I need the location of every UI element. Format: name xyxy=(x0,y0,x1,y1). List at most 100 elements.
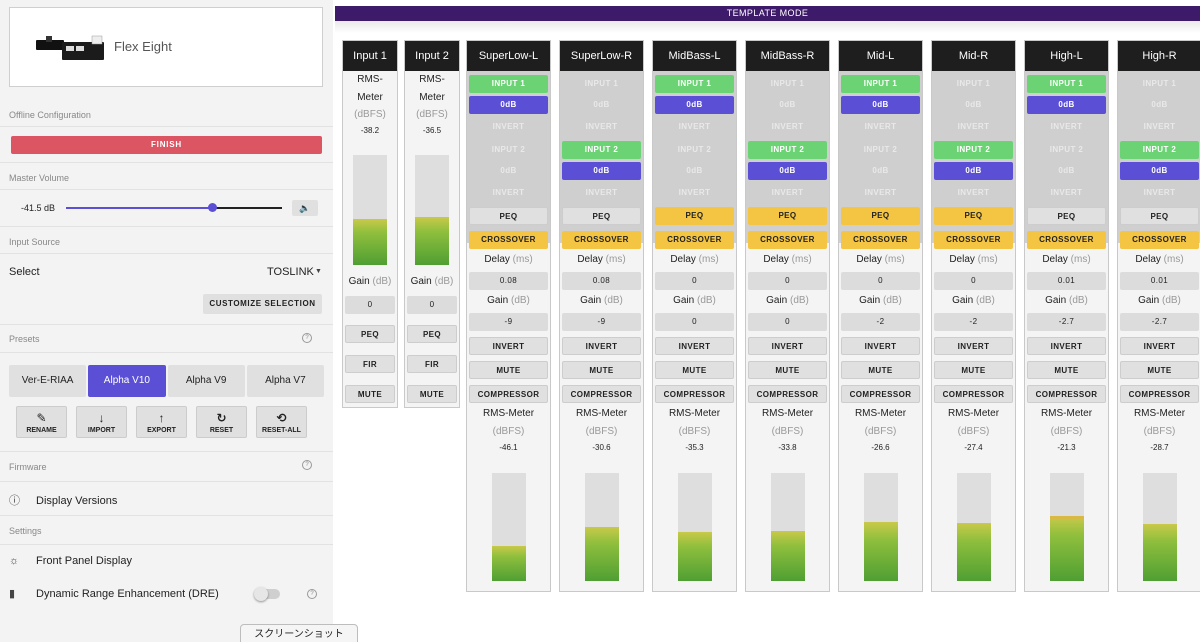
mute-button[interactable]: MUTE xyxy=(562,361,641,379)
invert-button[interactable]: INVERT xyxy=(1120,337,1199,355)
input-1-invert[interactable]: INVERT xyxy=(864,122,897,131)
dre-toggle-knob[interactable] xyxy=(254,587,268,601)
input-2-route[interactable]: INPUT 2 xyxy=(1049,145,1084,154)
preset-item[interactable]: Ver-E-RIAA xyxy=(9,365,87,397)
compressor-button[interactable]: COMPRESSOR xyxy=(469,385,548,403)
invert-button[interactable]: INVERT xyxy=(841,337,920,355)
input-1-invert[interactable]: INVERT xyxy=(492,122,525,131)
input-2-db[interactable]: 0dB xyxy=(872,166,889,175)
input-2-route[interactable]: INPUT 2 xyxy=(562,141,641,159)
invert-button[interactable]: INVERT xyxy=(934,337,1013,355)
input-1-invert[interactable]: INVERT xyxy=(771,122,804,131)
reset-button[interactable]: ↻ RESET xyxy=(196,406,247,438)
input-1-route[interactable]: INPUT 1 xyxy=(655,75,734,93)
peq-button[interactable]: PEQ xyxy=(841,207,920,225)
gain-value[interactable]: -2.7 xyxy=(1027,313,1106,331)
input-1-db[interactable]: 0dB xyxy=(1027,96,1106,114)
peq-button[interactable]: PEQ xyxy=(345,325,395,343)
mute-button[interactable]: MUTE xyxy=(655,361,734,379)
input-2-invert[interactable]: INVERT xyxy=(1143,188,1176,197)
input-1-db[interactable]: 0dB xyxy=(655,96,734,114)
export-button[interactable]: ↑ EXPORT xyxy=(136,406,187,438)
compressor-button[interactable]: COMPRESSOR xyxy=(934,385,1013,403)
input-2-invert[interactable]: INVERT xyxy=(1050,188,1083,197)
crossover-button[interactable]: CROSSOVER xyxy=(1120,231,1199,249)
crossover-button[interactable]: CROSSOVER xyxy=(1027,231,1106,249)
crossover-button[interactable]: CROSSOVER xyxy=(841,231,920,249)
reset-all-button[interactable]: ⟲ RESET-ALL xyxy=(256,406,307,438)
gain-value[interactable]: -2 xyxy=(841,313,920,331)
input-2-route[interactable]: INPUT 2 xyxy=(491,145,526,154)
delay-value[interactable]: 0.01 xyxy=(1120,272,1199,290)
help-icon[interactable]: ? xyxy=(302,460,312,470)
input-1-db[interactable]: 0dB xyxy=(1151,100,1168,109)
peq-button[interactable]: PEQ xyxy=(407,325,457,343)
input-2-db[interactable]: 0dB xyxy=(562,162,641,180)
mute-button[interactable]: MUTE xyxy=(469,361,548,379)
help-icon[interactable]: ? xyxy=(302,333,312,343)
compressor-button[interactable]: COMPRESSOR xyxy=(841,385,920,403)
peq-button[interactable]: PEQ xyxy=(1027,207,1106,225)
input-2-invert[interactable]: INVERT xyxy=(585,188,618,197)
input-1-db[interactable]: 0dB xyxy=(593,100,610,109)
input-2-route[interactable]: INPUT 2 xyxy=(934,141,1013,159)
input-1-invert[interactable]: INVERT xyxy=(1143,122,1176,131)
input-1-db[interactable]: 0dB xyxy=(965,100,982,109)
mute-button[interactable]: MUTE xyxy=(841,361,920,379)
crossover-button[interactable]: CROSSOVER xyxy=(748,231,827,249)
compressor-button[interactable]: COMPRESSOR xyxy=(655,385,734,403)
gain-value[interactable]: 0 xyxy=(655,313,734,331)
invert-button[interactable]: INVERT xyxy=(748,337,827,355)
front-panel-display-row[interactable]: ☼ Front Panel Display xyxy=(9,555,132,567)
input-2-route[interactable]: INPUT 2 xyxy=(677,145,712,154)
crossover-button[interactable]: CROSSOVER xyxy=(562,231,641,249)
preset-item[interactable]: Alpha V7 xyxy=(246,365,324,397)
customize-selection-button[interactable]: CUSTOMIZE SELECTION xyxy=(203,294,322,314)
input-1-db[interactable]: 0dB xyxy=(841,96,920,114)
input-2-db[interactable]: 0dB xyxy=(748,162,827,180)
compressor-button[interactable]: COMPRESSOR xyxy=(1027,385,1106,403)
input-1-route[interactable]: INPUT 1 xyxy=(770,79,805,88)
import-button[interactable]: ↓ IMPORT xyxy=(76,406,127,438)
peq-button[interactable]: PEQ xyxy=(1120,207,1199,225)
peq-button[interactable]: PEQ xyxy=(655,207,734,225)
peq-button[interactable]: PEQ xyxy=(748,207,827,225)
fir-button[interactable]: FIR xyxy=(345,355,395,373)
delay-value[interactable]: 0.08 xyxy=(562,272,641,290)
preset-item[interactable]: Alpha V9 xyxy=(167,365,245,397)
input-1-route[interactable]: INPUT 1 xyxy=(956,79,991,88)
input-2-invert[interactable]: INVERT xyxy=(771,188,804,197)
input-1-db[interactable]: 0dB xyxy=(469,96,548,114)
preset-item[interactable]: Alpha V10 xyxy=(88,365,166,397)
gain-value[interactable]: 0 xyxy=(345,296,395,314)
delay-value[interactable]: 0 xyxy=(934,272,1013,290)
compressor-button[interactable]: COMPRESSOR xyxy=(1120,385,1199,403)
input-2-invert[interactable]: INVERT xyxy=(678,188,711,197)
gain-value[interactable]: -9 xyxy=(562,313,641,331)
invert-button[interactable]: INVERT xyxy=(469,337,548,355)
input-2-db[interactable]: 0dB xyxy=(1120,162,1199,180)
input-1-invert[interactable]: INVERT xyxy=(585,122,618,131)
mute-button[interactable]: MUTE xyxy=(345,385,395,403)
dre-toggle[interactable] xyxy=(256,589,280,599)
volume-slider-thumb[interactable] xyxy=(208,203,218,212)
invert-button[interactable]: INVERT xyxy=(1027,337,1106,355)
delay-value[interactable]: 0.08 xyxy=(469,272,548,290)
peq-button[interactable]: PEQ xyxy=(562,207,641,225)
mute-button[interactable]: MUTE xyxy=(407,385,457,403)
peq-button[interactable]: PEQ xyxy=(934,207,1013,225)
input-2-invert[interactable]: INVERT xyxy=(864,188,897,197)
mute-button[interactable]: MUTE xyxy=(1120,361,1199,379)
input-source-select[interactable]: TOSLINK xyxy=(267,266,314,278)
input-2-db[interactable]: 0dB xyxy=(934,162,1013,180)
input-1-route[interactable]: INPUT 1 xyxy=(1027,75,1106,93)
display-versions-row[interactable]: ⓘ Display Versions xyxy=(9,492,117,508)
delay-value[interactable]: 0.01 xyxy=(1027,272,1106,290)
input-1-db[interactable]: 0dB xyxy=(779,100,796,109)
chevron-down-icon[interactable]: ▼ xyxy=(315,268,322,275)
input-1-route[interactable]: INPUT 1 xyxy=(1142,79,1177,88)
delay-value[interactable]: 0 xyxy=(748,272,827,290)
input-2-route[interactable]: INPUT 2 xyxy=(863,145,898,154)
input-2-route[interactable]: INPUT 2 xyxy=(748,141,827,159)
input-1-route[interactable]: INPUT 1 xyxy=(841,75,920,93)
